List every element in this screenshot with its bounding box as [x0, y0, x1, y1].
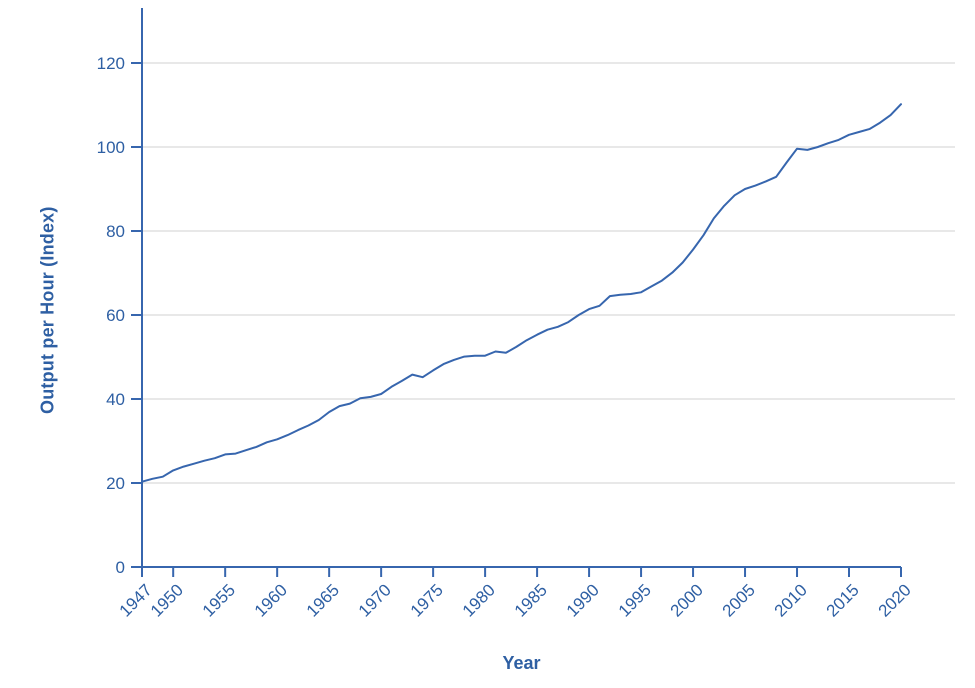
- x-tick-label: 1995: [615, 580, 655, 620]
- y-tick-label: 120: [97, 54, 125, 73]
- x-tick-label: 1960: [251, 580, 291, 620]
- y-tick-label: 80: [106, 222, 125, 241]
- x-tick-label: 2010: [771, 580, 811, 620]
- y-tick-label: 60: [106, 306, 125, 325]
- x-tick-label: 1947: [116, 580, 156, 620]
- y-axis-title: Output per Hour (Index): [37, 206, 58, 414]
- x-tick-label: 1990: [563, 580, 603, 620]
- y-tick-label: 100: [97, 138, 125, 157]
- x-tick-label: 1985: [511, 580, 551, 620]
- x-tick-label: 2020: [875, 580, 915, 620]
- x-tick-label: 2005: [719, 580, 759, 620]
- x-tick-label: 1975: [407, 580, 447, 620]
- axes: [141, 8, 901, 568]
- x-tick-label: 1970: [355, 580, 395, 620]
- productivity-line: [141, 103, 902, 483]
- x-tick-label: 1980: [459, 580, 499, 620]
- x-tick-label: 1965: [303, 580, 343, 620]
- x-tick-label: 1950: [147, 580, 187, 620]
- x-tick-label: 2000: [667, 580, 707, 620]
- x-axis-title: Year: [502, 653, 541, 673]
- x-tick-label: 1955: [199, 580, 239, 620]
- x-tick-label: 2015: [823, 580, 863, 620]
- y-ticks: 0 20 40 60 80 100 120: [97, 54, 142, 577]
- grid-lines: [142, 62, 955, 484]
- y-tick-label: 40: [106, 390, 125, 409]
- y-tick-label: 20: [106, 474, 125, 493]
- y-tick-label: 0: [116, 558, 125, 577]
